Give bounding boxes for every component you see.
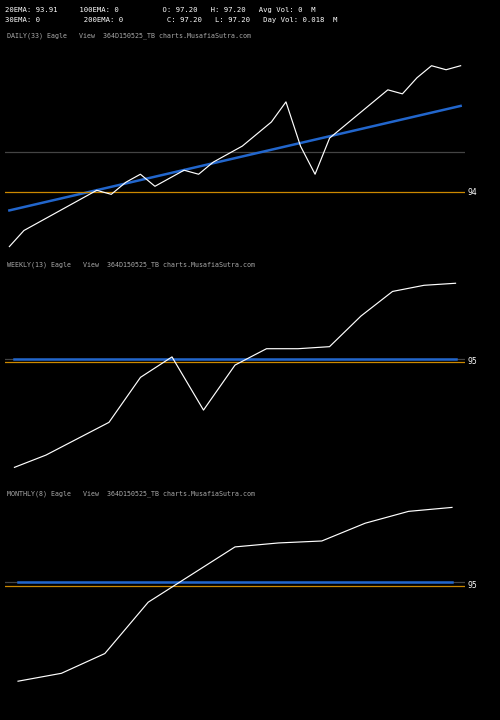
Text: MONTHLY(8) Eagle   View  364D150525_TB charts.MusafiaSutra.com: MONTHLY(8) Eagle View 364D150525_TB char… [8, 490, 256, 498]
Text: 95: 95 [468, 581, 477, 590]
Text: 30EMA: 0          200EMA: 0          C: 97.20   L: 97.20   Day Vol: 0.018  M: 30EMA: 0 200EMA: 0 C: 97.20 L: 97.20 Day… [5, 17, 338, 23]
Text: 95: 95 [468, 357, 477, 366]
Text: WEEKLY(13) Eagle   View  364D150525_TB charts.MusafiaSutra.com: WEEKLY(13) Eagle View 364D150525_TB char… [8, 261, 256, 268]
Text: DAILY(33) Eagle   View  364D150525_TB charts.MusafiaSutra.com: DAILY(33) Eagle View 364D150525_TB chart… [8, 32, 252, 39]
Text: 20EMA: 93.91     100EMA: 0          O: 97.20   H: 97.20   Avg Vol: 0  M: 20EMA: 93.91 100EMA: 0 O: 97.20 H: 97.20… [5, 7, 316, 13]
Text: 94: 94 [468, 188, 477, 197]
